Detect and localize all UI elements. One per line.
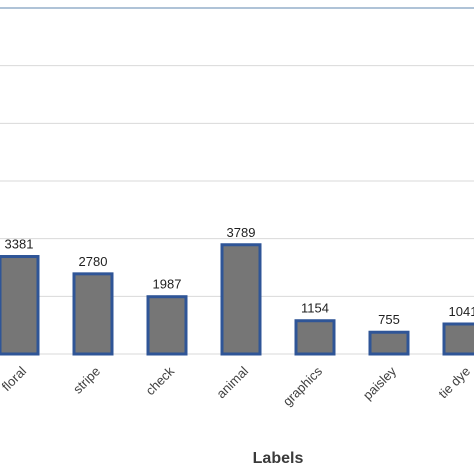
data-labels: 3381 2780 1987 3789 1154 755 1041: [5, 225, 474, 327]
bar-graphics: [294, 319, 336, 356]
data-label-stripe: 2780: [79, 254, 108, 269]
x-tick-label-floral: floral: [0, 363, 29, 394]
x-tick-label-animal: animal: [213, 363, 251, 401]
bar-check: [146, 295, 188, 356]
x-axis-title: Labels: [253, 450, 304, 467]
data-label-check: 1987: [153, 277, 182, 292]
x-tick-label-paisley: paisley: [360, 363, 400, 403]
bar-paisley: [368, 330, 410, 356]
x-tick-label-tie-dye: tie dye: [435, 364, 473, 402]
bars: [0, 243, 474, 356]
bar-floral: [0, 255, 40, 356]
x-tick-label-stripe: stripe: [70, 364, 103, 397]
data-label-graphics: 1154: [301, 301, 329, 316]
bar-stripe: [72, 272, 114, 356]
data-label-animal: 3789: [227, 225, 256, 240]
data-label-paisley: 755: [378, 312, 400, 327]
x-tick-label-check: check: [142, 363, 177, 398]
x-tick-label-graphics: graphics: [280, 363, 326, 409]
x-tick-labels: floral stripe check animal graphics paisley ti…: [0, 363, 473, 409]
bar-tie-dye: [442, 322, 474, 356]
data-label-tie-dye: 1041: [449, 304, 474, 319]
data-label-floral: 3381: [5, 237, 34, 252]
bar-animal: [220, 243, 262, 356]
